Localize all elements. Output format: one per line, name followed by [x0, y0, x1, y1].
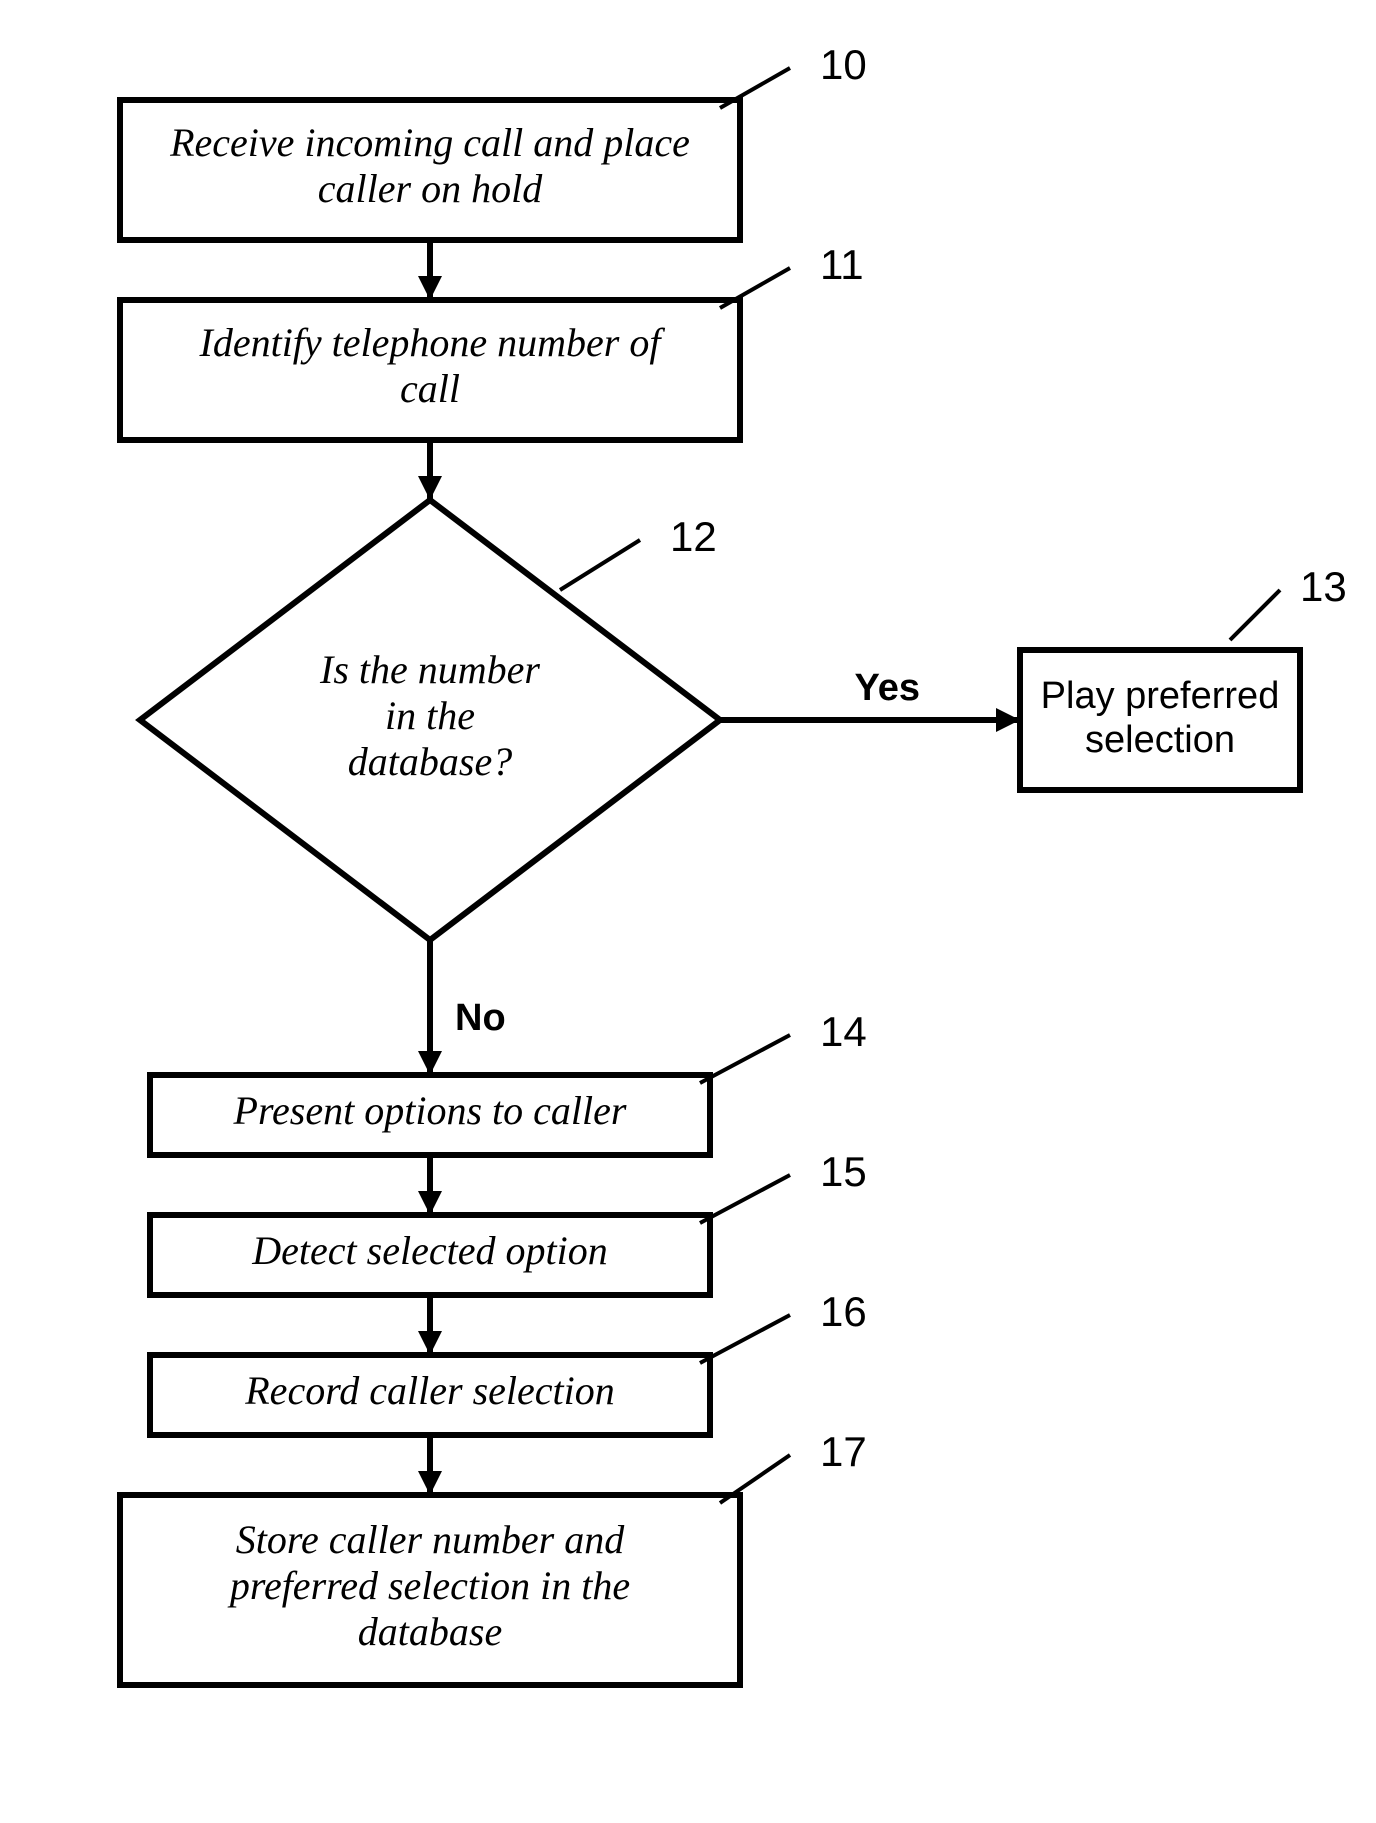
svg-text:Present options to caller: Present options to caller — [233, 1088, 627, 1133]
edge-label-yes: Yes — [854, 667, 920, 709]
ref-label-15: 15 — [820, 1148, 867, 1195]
svg-text:Record caller selection: Record caller selection — [244, 1368, 615, 1413]
svg-text:Detect selected option: Detect selected option — [251, 1228, 607, 1273]
flowchart-canvas: Receive incoming call and placecaller on… — [0, 0, 1376, 1823]
node-14: Present options to caller — [150, 1075, 710, 1155]
ref-label-14: 14 — [820, 1008, 867, 1055]
ref-label-10: 10 — [820, 41, 867, 88]
node-13: Play preferredselection — [1020, 650, 1300, 790]
edge-label-no: No — [455, 997, 506, 1039]
node-17: Store caller number andpreferred selecti… — [120, 1495, 740, 1685]
node-15: Detect selected option — [150, 1215, 710, 1295]
node-12: Is the numberin thedatabase? — [140, 500, 720, 940]
ref-label-16: 16 — [820, 1288, 867, 1335]
node-11: Identify telephone number ofcall — [120, 300, 740, 440]
ref-label-12: 12 — [670, 513, 717, 560]
node-10: Receive incoming call and placecaller on… — [120, 100, 740, 240]
ref-label-11: 11 — [820, 241, 864, 288]
ref-label-13: 13 — [1300, 563, 1347, 610]
ref-label-17: 17 — [820, 1428, 867, 1475]
node-16: Record caller selection — [150, 1355, 710, 1435]
